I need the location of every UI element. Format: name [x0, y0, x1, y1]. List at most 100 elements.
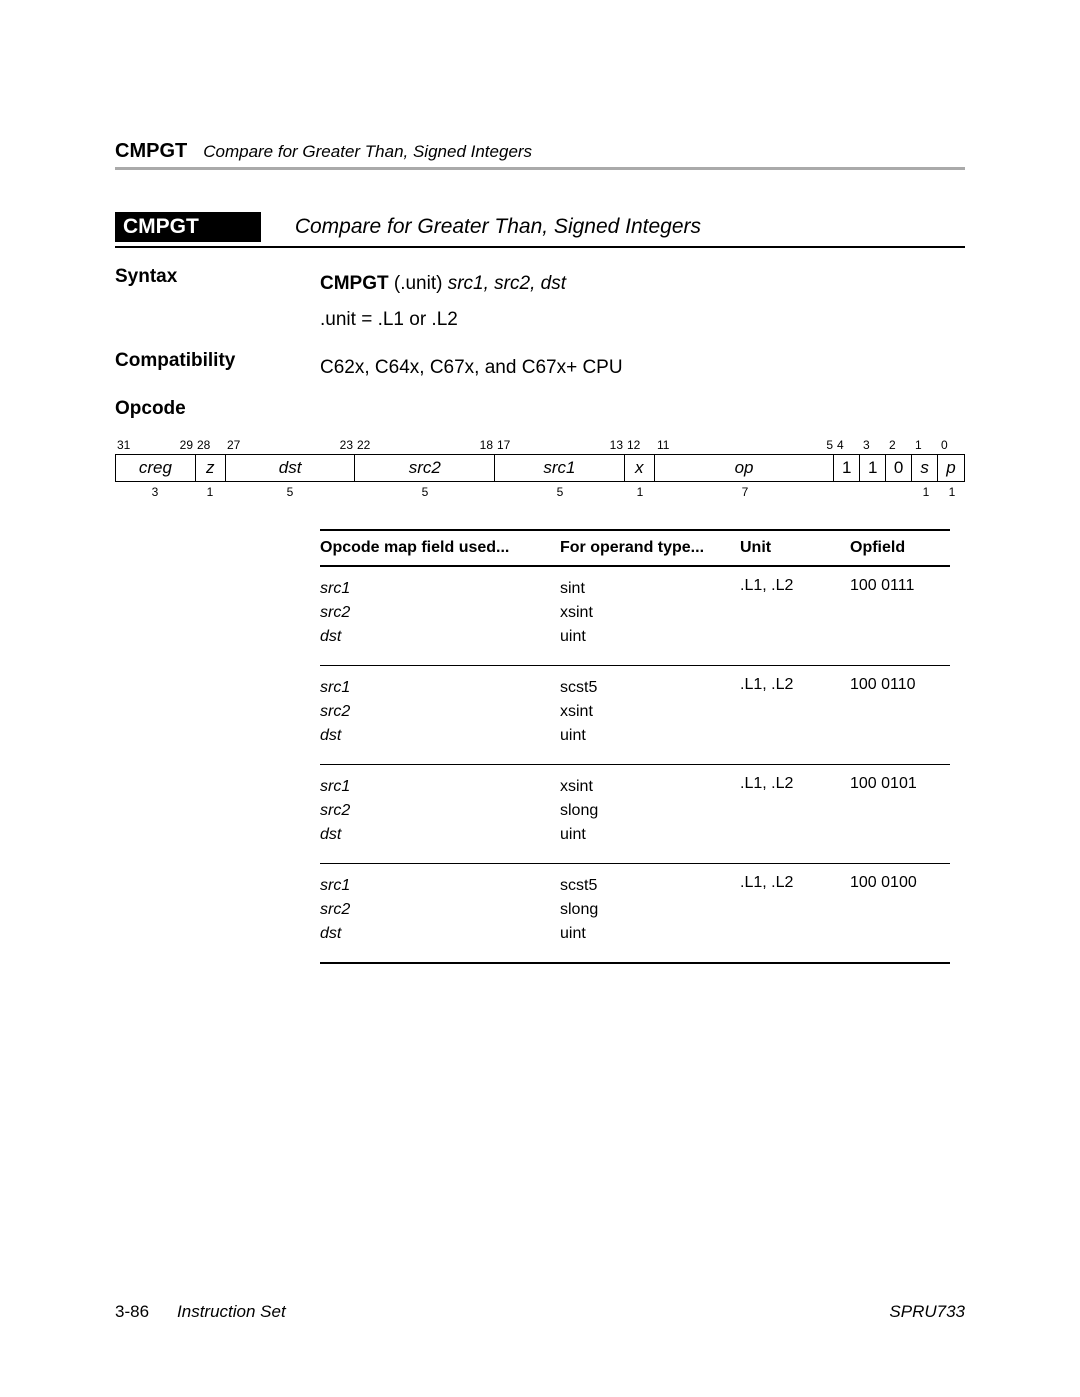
bit-lo: 13	[610, 438, 623, 452]
opmap-cell-opfield: 100 0100	[850, 874, 950, 946]
bit-col-op: 115	[655, 438, 835, 452]
opmap-body: src1src2dstsintxsintuint.L1, .L2100 0111…	[320, 567, 950, 964]
width-op: 7	[655, 485, 835, 499]
bit-col-dst: 27 23	[225, 438, 355, 452]
opmap-type: uint	[560, 724, 740, 748]
bit-col-z: 28	[195, 438, 225, 452]
field-b4: 1	[834, 455, 860, 481]
opmap-type: scst5	[560, 676, 740, 700]
opmap-cell-unit: .L1, .L2	[740, 676, 850, 748]
bit-lo: 18	[480, 438, 493, 452]
field-s: s	[912, 455, 938, 481]
bit-col-s: 1	[913, 438, 939, 452]
opmap-cell-fields: src1src2dst	[320, 577, 560, 649]
bit-lo: 5	[826, 438, 833, 452]
opmap-field: dst	[320, 922, 560, 946]
opmap-row: src1src2dstxsintslonguint.L1, .L2100 010…	[320, 765, 950, 864]
opmap-field: src2	[320, 799, 560, 823]
opcode-map-table: Opcode map field used... For operand typ…	[320, 529, 950, 964]
opcode-label: Opcode	[115, 398, 965, 420]
opmap-field: src2	[320, 700, 560, 724]
opmap-field: src1	[320, 775, 560, 799]
opmap-type: xsint	[560, 700, 740, 724]
opmap-row: src1src2dstsintxsintuint.L1, .L2100 0111	[320, 567, 950, 666]
field-z: z	[196, 455, 226, 481]
syntax-row: Syntax CMPGT (.unit) src1, src2, dst .un…	[115, 266, 965, 338]
bit-col-src2: 2218	[355, 438, 495, 452]
bit-hi: 2	[889, 438, 896, 452]
opmap-cell-fields: src1src2dst	[320, 676, 560, 748]
width-src2: 5	[355, 485, 495, 499]
width-z: 1	[195, 485, 225, 499]
page-header: CMPGT Compare for Greater Than, Signed I…	[115, 140, 965, 170]
opmap-h2: For operand type...	[560, 539, 740, 557]
width-dst: 5	[225, 485, 355, 499]
field-src2: src2	[355, 455, 495, 481]
syntax-operands: src1, src2, dst	[448, 273, 566, 294]
width-creg: 3	[115, 485, 195, 499]
opmap-cell-unit: .L1, .L2	[740, 874, 850, 946]
field-b3: 1	[860, 455, 886, 481]
opmap-h4: Opfield	[850, 539, 950, 557]
page-footer: 3-86 Instruction Set SPRU733	[115, 1302, 965, 1322]
field-src1: src1	[495, 455, 625, 481]
compat-row: Compatibility C62x, C64x, C67x, and C67x…	[115, 350, 965, 386]
opmap-type: scst5	[560, 874, 740, 898]
opmap-field: src1	[320, 577, 560, 601]
compat-value: C62x, C64x, C67x, and C67x+ CPU	[320, 350, 623, 386]
field-dst: dst	[226, 455, 356, 481]
width-b4	[835, 485, 861, 499]
title-desc: Compare for Greater Than, Signed Integer…	[295, 215, 701, 239]
bit-col-b2: 2	[887, 438, 913, 452]
syntax-value: CMPGT (.unit) src1, src2, dst .unit = .L…	[320, 266, 566, 338]
title-badge: CMPGT	[115, 212, 261, 242]
opmap-cell-types: scst5xsintuint	[560, 676, 740, 748]
field-x: x	[625, 455, 655, 481]
opmap-header: Opcode map field used... For operand typ…	[320, 529, 950, 567]
header-abbrev: CMPGT	[115, 140, 187, 163]
title-row: CMPGT Compare for Greater Than, Signed I…	[115, 212, 965, 248]
bit-hi: 31	[117, 438, 130, 452]
bit-col-b4: 4	[835, 438, 861, 452]
opmap-cell-fields: src1src2dst	[320, 775, 560, 847]
bit-col-b3: 3	[861, 438, 887, 452]
field-creg: creg	[116, 455, 196, 481]
opmap-field: src2	[320, 898, 560, 922]
bit-hi: 4	[837, 438, 844, 452]
opmap-cell-opfield: 100 0110	[850, 676, 950, 748]
width-p: 1	[939, 485, 965, 499]
opmap-cell-opfield: 100 0101	[850, 775, 950, 847]
opmap-field: dst	[320, 625, 560, 649]
bit-col-p: 0	[939, 438, 965, 452]
field-b2: 0	[886, 455, 912, 481]
footer-doc: SPRU733	[889, 1302, 965, 1322]
width-b3	[861, 485, 887, 499]
opmap-type: sint	[560, 577, 740, 601]
opmap-h3: Unit	[740, 539, 850, 557]
opmap-type: xsint	[560, 601, 740, 625]
bit-hi: 17	[497, 438, 510, 452]
bit-hi: 28	[197, 438, 210, 452]
bit-col-src1: 1713	[495, 438, 625, 452]
bit-hi: 3	[863, 438, 870, 452]
syntax-mnemonic: CMPGT	[320, 273, 389, 294]
field-op: op	[655, 455, 835, 481]
opmap-type: xsint	[560, 775, 740, 799]
width-s: 1	[913, 485, 939, 499]
bit-hi: 27	[227, 438, 240, 452]
bit-lo: 23	[340, 438, 353, 452]
syntax-label: Syntax	[115, 266, 320, 338]
bit-col-creg: 31 29	[115, 438, 195, 452]
field-p: p	[938, 455, 964, 481]
opmap-cell-fields: src1src2dst	[320, 874, 560, 946]
opmap-field: dst	[320, 823, 560, 847]
bit-lo: 29	[180, 438, 193, 452]
width-src1: 5	[495, 485, 625, 499]
field-name-row: cregzdstsrc2src1xop110sp	[115, 454, 965, 482]
opmap-cell-types: sintxsintuint	[560, 577, 740, 649]
opmap-type: uint	[560, 922, 740, 946]
opcode-diagram: 3129282723221817131211543210 cregzdstsrc…	[115, 438, 965, 499]
footer-section: Instruction Set	[177, 1302, 286, 1322]
opmap-type: uint	[560, 823, 740, 847]
opmap-cell-types: xsintslonguint	[560, 775, 740, 847]
